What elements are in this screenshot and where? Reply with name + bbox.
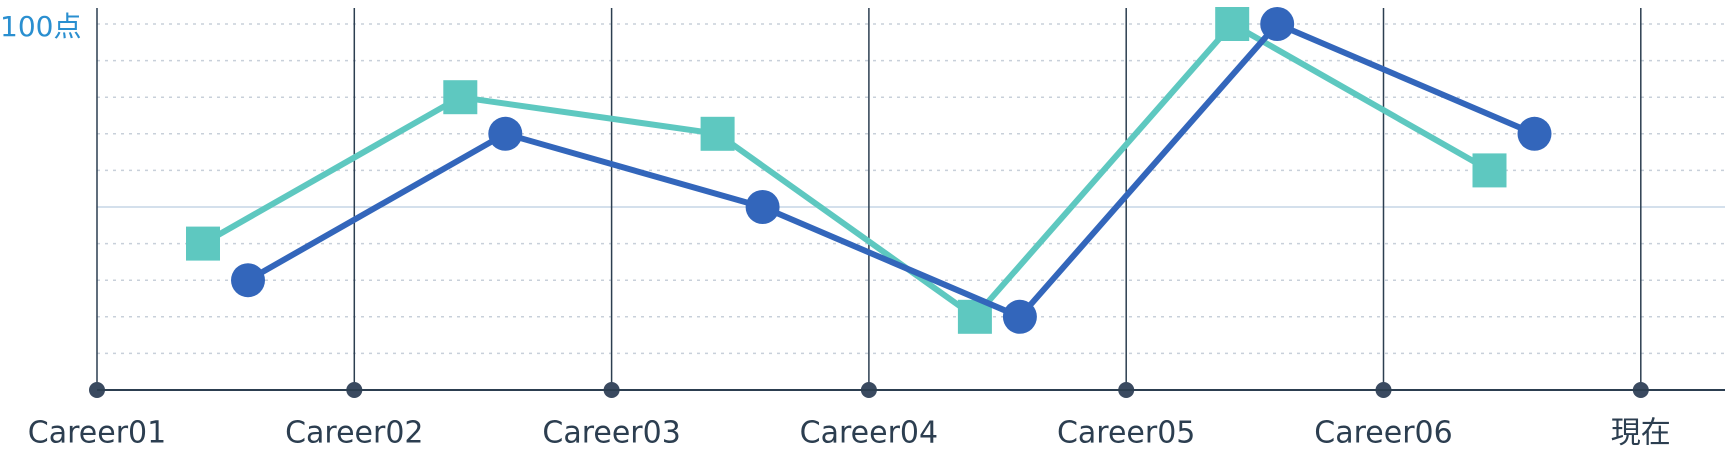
marker	[231, 263, 265, 298]
x-tick-label: Career02	[285, 416, 423, 451]
marker	[745, 190, 780, 224]
marker	[1215, 7, 1250, 41]
marker	[488, 116, 523, 151]
x-tick-label: Career01	[28, 416, 166, 451]
marker	[1472, 153, 1507, 188]
x-tick-label: 現在	[1611, 416, 1671, 451]
x-tick-label: Career06	[1314, 416, 1452, 451]
marker	[443, 80, 478, 115]
marker	[186, 226, 220, 261]
x-tick-label: Career05	[1057, 416, 1195, 451]
marker	[1517, 116, 1552, 151]
y-tick-label: 100点	[0, 10, 81, 43]
x-tick-label: Career03	[542, 416, 680, 451]
series-line	[201, 21, 1491, 320]
marker	[1260, 7, 1295, 41]
x-tick-label: Career04	[800, 416, 938, 451]
marker	[700, 116, 735, 151]
marker	[1002, 299, 1037, 334]
series-line	[246, 21, 1536, 320]
